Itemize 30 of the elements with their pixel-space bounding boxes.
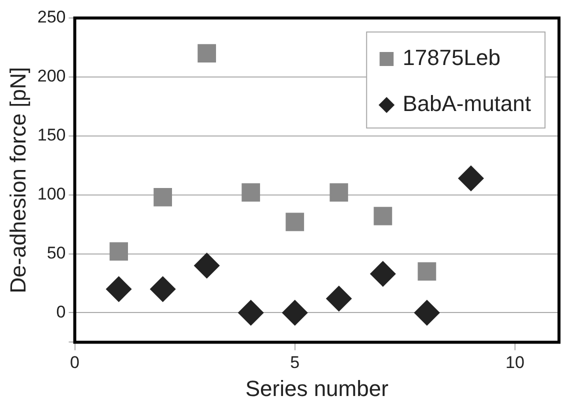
y-tick-label: 250: [37, 8, 66, 27]
y-tick-label: 0: [56, 302, 66, 322]
point: [330, 183, 348, 202]
y-tick-label: 100: [37, 184, 66, 204]
legend-label: BabA-mutant: [402, 91, 532, 116]
x-tick-label: 10: [506, 353, 524, 372]
y-tick-label: 150: [37, 126, 66, 145]
point: [198, 44, 216, 63]
y-tick-label: 200: [37, 66, 66, 86]
point: [110, 242, 128, 261]
point: [106, 276, 132, 302]
legend-label: 17875Leb: [402, 45, 500, 70]
point: [414, 300, 440, 326]
point: [286, 212, 304, 232]
y-tick-label: 50: [46, 243, 66, 262]
point: [282, 300, 308, 326]
y-axis-title: De-adhesion force [pN]: [5, 66, 30, 294]
point: [458, 165, 484, 192]
x-axis-title: Series number: [245, 376, 388, 401]
x-tick-label: 0: [70, 353, 80, 372]
point: [370, 260, 396, 287]
point: [242, 183, 260, 202]
point: [238, 300, 264, 326]
point: [326, 286, 352, 312]
point: [194, 252, 220, 279]
point: [154, 188, 172, 206]
point: [374, 206, 392, 226]
point: [150, 276, 176, 302]
point: [418, 262, 436, 281]
x-tick-label: 5: [290, 353, 300, 372]
